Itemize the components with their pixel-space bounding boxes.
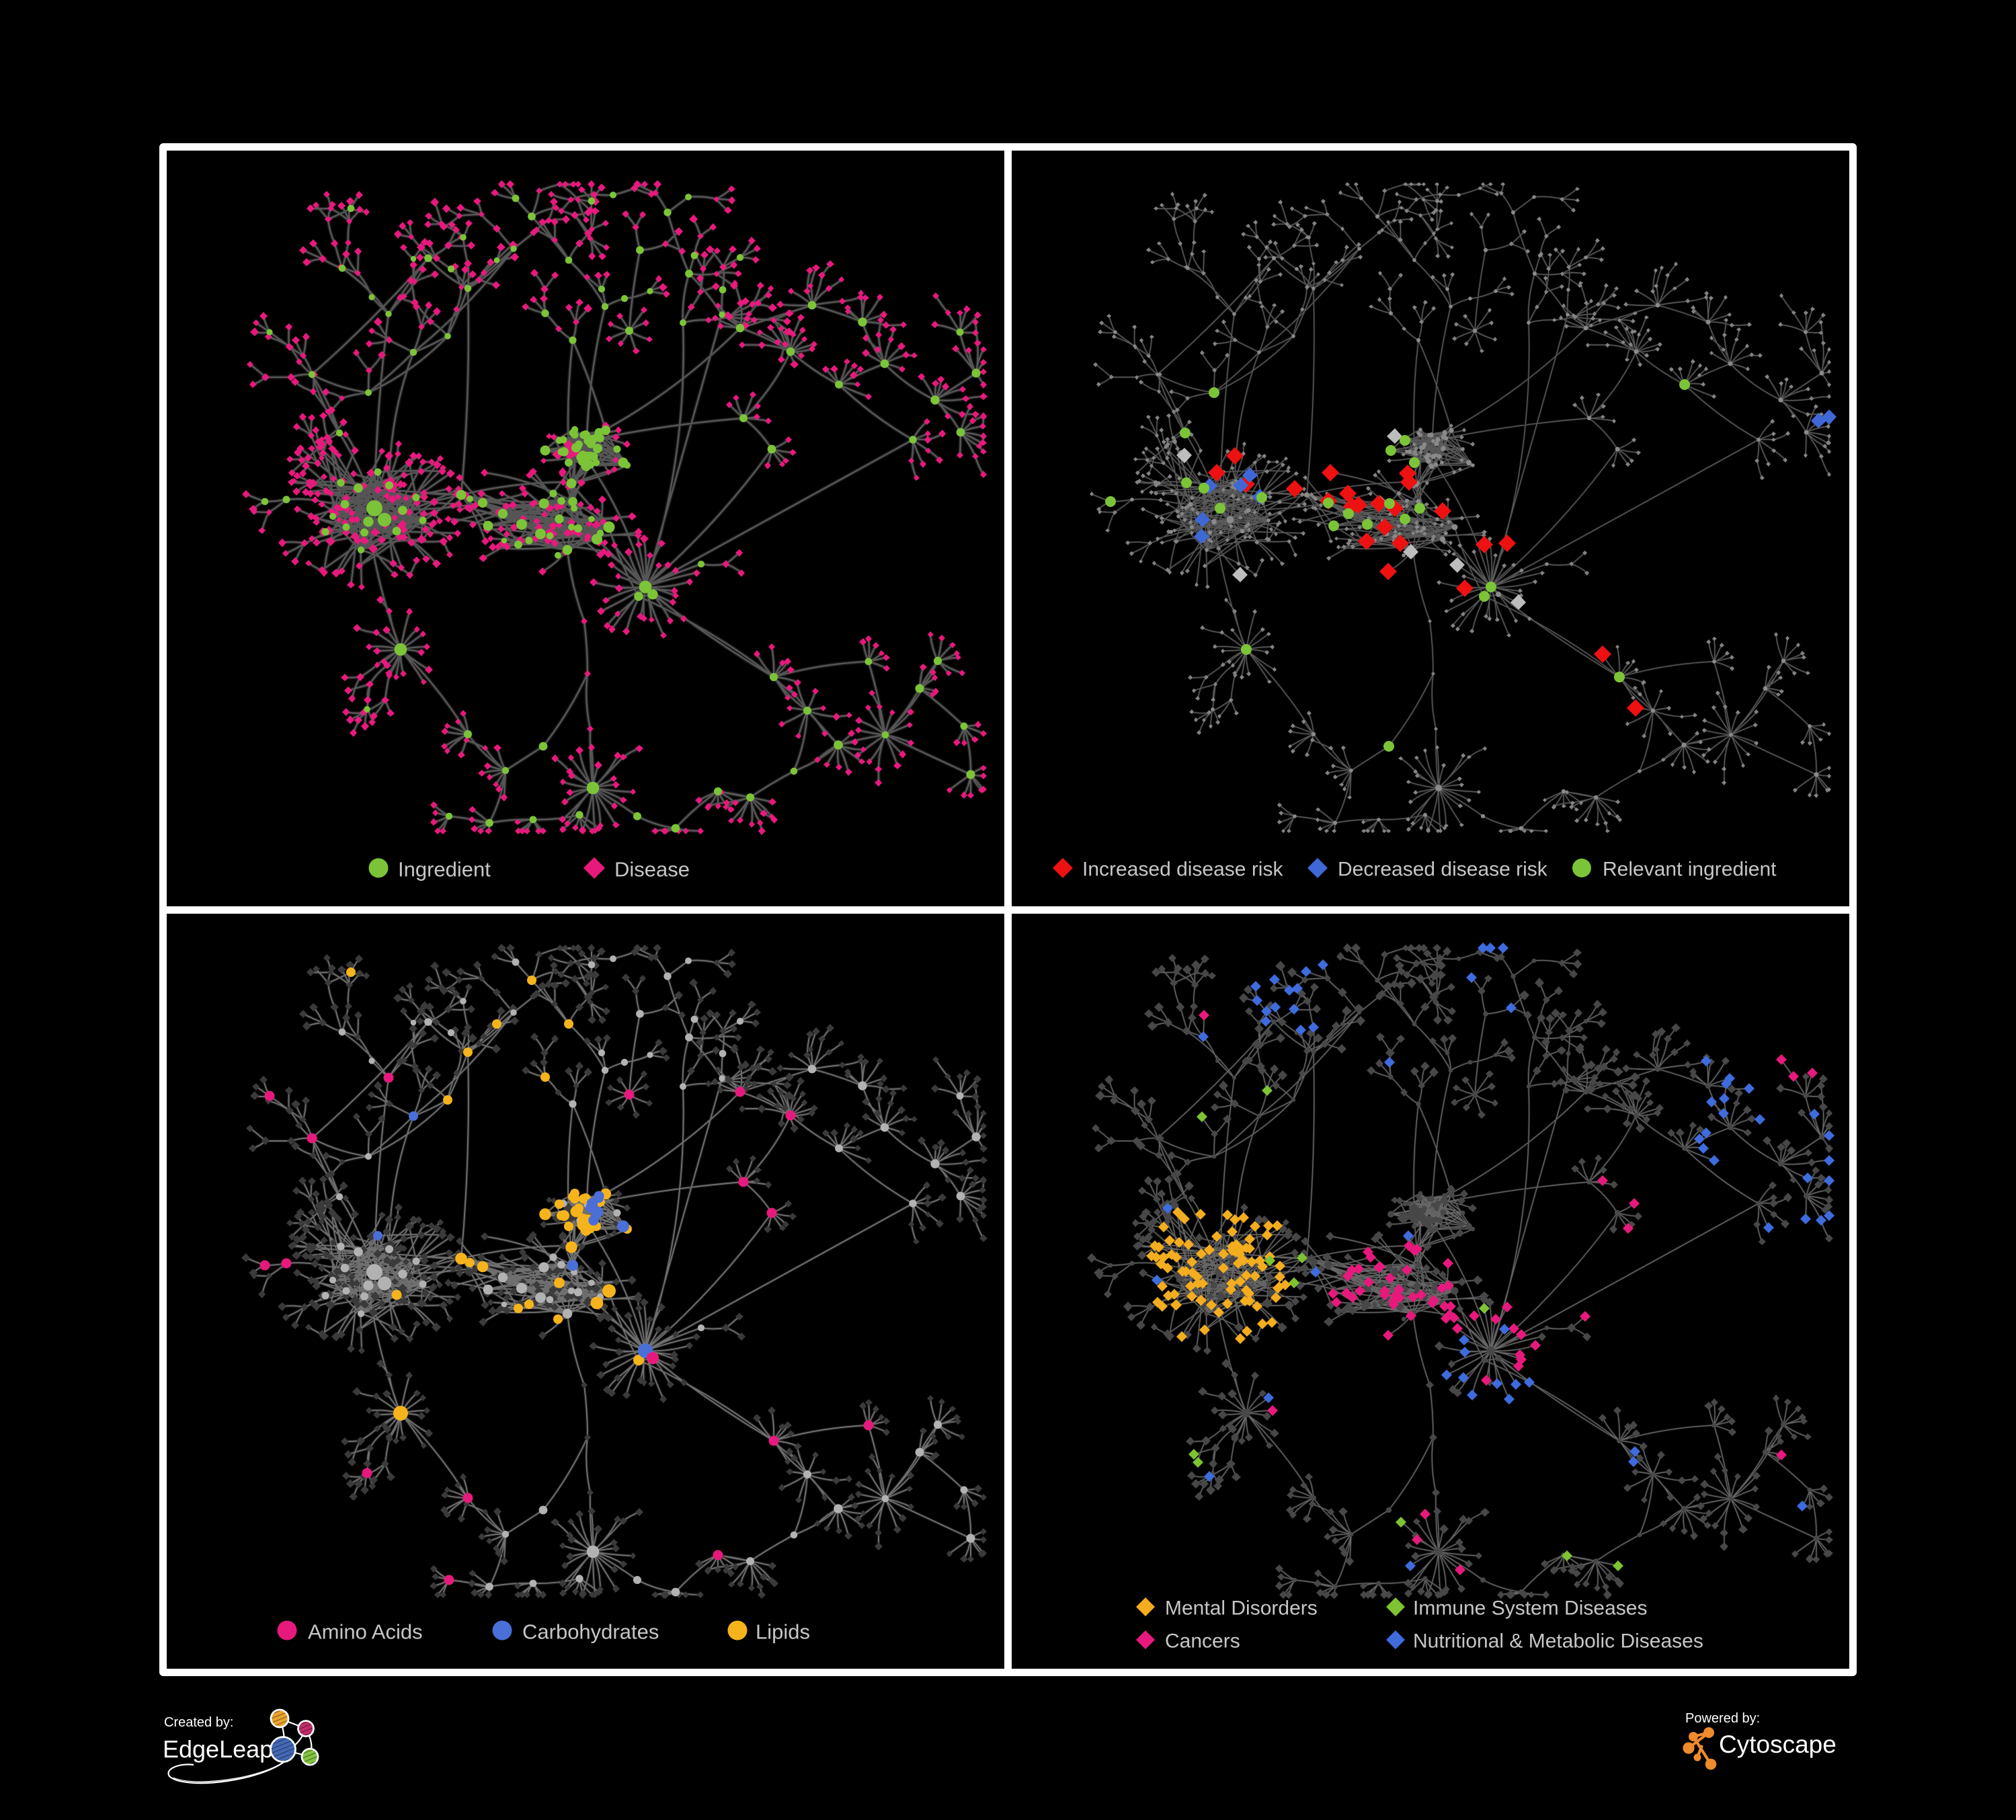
svg-text:Ingredient: Ingredient (398, 858, 491, 881)
svg-text:Created by:: Created by: (164, 1715, 233, 1730)
svg-text:Immune System Diseases: Immune System Diseases (1413, 1597, 1647, 1620)
svg-text:Disease: Disease (614, 858, 690, 881)
svg-text:Nutritional & Metabolic Diseas: Nutritional & Metabolic Diseases (1413, 1630, 1703, 1653)
svg-text:Powered by:: Powered by: (1685, 1711, 1760, 1726)
svg-text:Cancers: Cancers (1165, 1630, 1240, 1653)
svg-text:Increased disease risk: Increased disease risk (1082, 859, 1283, 881)
svg-text:Decreased disease risk: Decreased disease risk (1338, 859, 1548, 881)
svg-text:Carbohydrates: Carbohydrates (522, 1620, 659, 1644)
svg-text:Relevant ingredient: Relevant ingredient (1603, 859, 1777, 881)
svg-text:Mental Disorders: Mental Disorders (1165, 1597, 1318, 1620)
svg-text:Amino Acids: Amino Acids (308, 1620, 423, 1644)
svg-text:Cytoscape: Cytoscape (1719, 1731, 1837, 1758)
svg-text:EdgeLeap: EdgeLeap (163, 1735, 273, 1763)
svg-text:Lipids: Lipids (756, 1620, 810, 1644)
